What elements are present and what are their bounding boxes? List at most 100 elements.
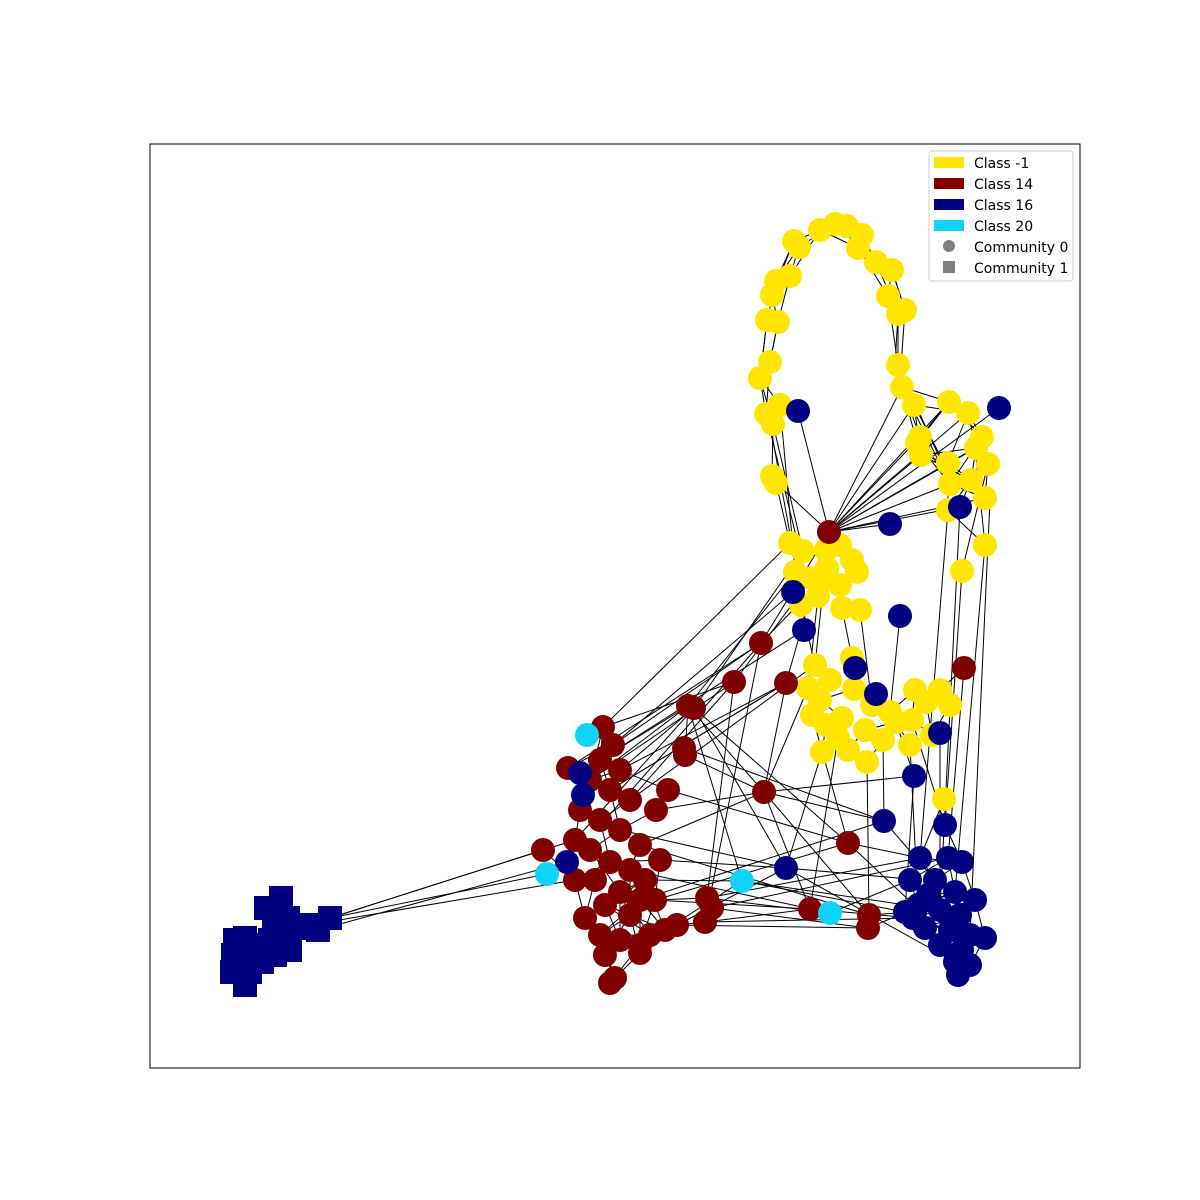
graph-edge [828, 483, 951, 533]
graph-node-community-0 [830, 596, 854, 620]
legend-swatch-class-neg1 [934, 157, 964, 168]
node-layer [220, 212, 1011, 997]
graph-node-community-0 [952, 656, 976, 680]
graph-node-community-0 [593, 943, 617, 967]
graph-node-community-0 [638, 923, 662, 947]
graph-node-community-0 [783, 560, 807, 584]
graph-node-community-0 [608, 928, 632, 952]
graph-node-community-0 [898, 733, 922, 757]
graph-node-community-0 [803, 653, 827, 677]
graph-node-community-0 [810, 568, 834, 592]
graph-node-community-0 [950, 850, 974, 874]
legend-box [928, 150, 1074, 282]
graph-node-community-0 [956, 401, 980, 425]
graph-node-community-0 [836, 831, 860, 855]
graph-node-community-0 [853, 718, 877, 742]
graph-node-community-0 [848, 598, 872, 622]
graph-edge [659, 859, 787, 869]
graph-edge [711, 907, 869, 929]
graph-node-community-1 [240, 938, 264, 962]
graph-node-community-0 [901, 906, 925, 930]
graph-node-community-1 [278, 938, 302, 962]
graph-node-community-0 [830, 706, 854, 730]
graph-edge [711, 857, 949, 909]
graph-node-community-0 [987, 396, 1011, 420]
graph-node-community-0 [836, 738, 860, 762]
graph-node-community-0 [908, 846, 932, 870]
graph-node-community-0 [888, 604, 912, 628]
graph-edge [706, 681, 735, 899]
graph-node-community-0 [774, 671, 798, 695]
graph-node-community-0 [571, 783, 595, 807]
graph-edge [683, 747, 885, 822]
graph-node-community-0 [656, 778, 680, 802]
graph-node-community-0 [843, 656, 867, 680]
graph-edge [763, 791, 870, 916]
graph-node-community-0 [842, 677, 866, 701]
graph-node-community-0 [928, 721, 952, 745]
graph-node-community-0 [531, 838, 555, 862]
graph-node-community-0 [914, 690, 938, 714]
graph-node-community-0 [878, 700, 902, 724]
legend-label-community-1: Community 1 [974, 261, 1068, 277]
graph-node-community-0 [588, 808, 612, 832]
graph-edge [882, 739, 885, 822]
graph-node-community-0 [786, 399, 810, 423]
graph-node-community-0 [845, 560, 869, 584]
graph-node-community-0 [893, 298, 917, 322]
graph-node-community-0 [672, 736, 696, 760]
graph-node-community-0 [856, 916, 880, 940]
graph-edge [655, 791, 765, 811]
graph-edge [602, 542, 791, 728]
graph-node-community-0 [665, 913, 689, 937]
legend-label-class-20: Class 20 [974, 219, 1033, 235]
graph-node-community-0 [618, 903, 642, 927]
graph-node-community-0 [928, 933, 952, 957]
graph-edge [847, 842, 921, 859]
graph-edge [602, 681, 735, 728]
graph-edge [809, 737, 839, 910]
graph-node-community-0 [588, 748, 612, 772]
graph-edge [828, 454, 922, 533]
graph-node-community-0 [792, 618, 816, 642]
graph-node-community-0 [760, 464, 784, 488]
axes-frame [149, 143, 1081, 1069]
graph-node-community-0 [916, 883, 940, 907]
graph-edge [704, 908, 811, 923]
graph-node-community-0 [798, 897, 822, 921]
graph-node-community-0 [752, 780, 776, 804]
graph-edge [828, 401, 950, 533]
graph-node-community-0 [872, 809, 896, 833]
graph-node-community-0 [749, 631, 773, 655]
graph-node-community-0 [598, 850, 622, 874]
legend-label-class-14: Class 14 [974, 177, 1033, 193]
graph-node-community-0 [608, 818, 632, 842]
graph-edge [684, 754, 765, 793]
graph-node-community-0 [902, 393, 926, 417]
graph-node-community-0 [880, 258, 904, 282]
graph-edge [309, 879, 576, 926]
graph-edge [811, 714, 849, 844]
graph-node-community-1 [298, 913, 322, 937]
graph-node-community-0 [938, 472, 962, 496]
graph-node-community-0 [593, 893, 617, 917]
graph-edge [828, 407, 1000, 533]
legend-label-community-0: Community 0 [974, 240, 1068, 256]
graph-node-community-0 [886, 353, 910, 377]
legend-swatch-class-14 [934, 178, 964, 189]
graph-edge [693, 707, 787, 869]
graph-node-community-0 [774, 856, 798, 880]
graph-edge [654, 842, 849, 901]
graph-node-community-0 [682, 696, 706, 720]
graph-edge [763, 791, 885, 822]
graph-node-community-0 [864, 682, 888, 706]
graph-node-community-0 [633, 868, 657, 892]
graph-node-community-0 [758, 350, 782, 374]
legend-label-class-neg1: Class -1 [974, 156, 1029, 172]
graph-node-community-0 [871, 728, 895, 752]
graph-node-community-0 [618, 788, 642, 812]
graph-edge [785, 751, 823, 869]
graph-edge [797, 410, 830, 533]
graph-node-community-0 [855, 750, 879, 774]
graph-node-community-0 [568, 761, 592, 785]
